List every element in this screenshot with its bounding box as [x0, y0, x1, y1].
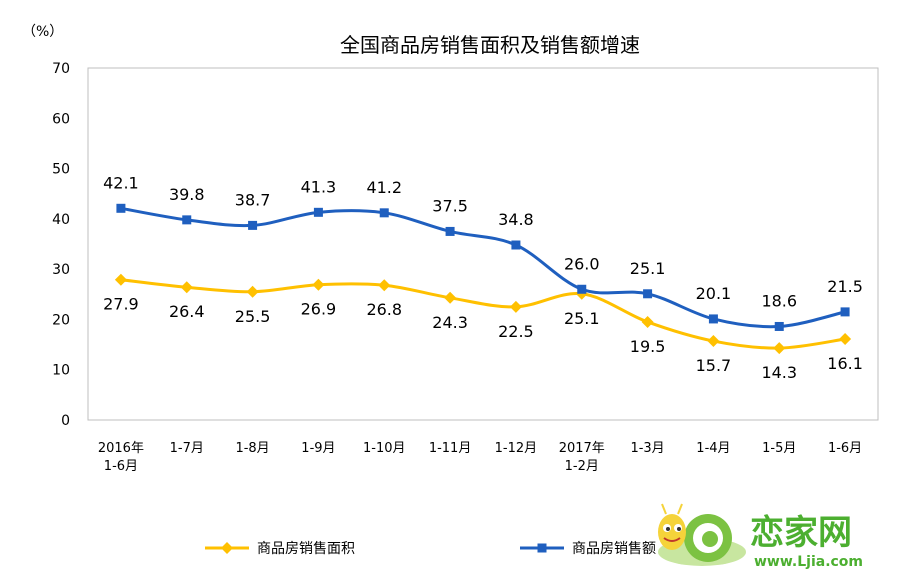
y-tick-label: 20	[52, 312, 70, 328]
data-label: 15.7	[696, 356, 732, 375]
data-point	[444, 291, 457, 304]
data-label: 19.5	[630, 337, 666, 356]
watermark-url: www.Ljia.com	[754, 554, 863, 570]
data-label: 22.5	[498, 322, 534, 341]
watermark-logo: 恋家网 www.Ljia.com	[658, 503, 863, 570]
data-label: 26.0	[564, 254, 600, 273]
x-tick-label: 1-6月	[104, 459, 138, 474]
data-point	[511, 240, 521, 250]
series-line	[120, 278, 846, 350]
data-label: 26.8	[366, 300, 402, 319]
data-point	[182, 215, 192, 225]
data-point	[577, 284, 587, 294]
data-label: 25.5	[235, 307, 271, 326]
legend-label: 商品房销售额	[572, 541, 656, 557]
x-tick-label: 2017年	[559, 441, 605, 456]
x-tick-label: 2016年	[98, 441, 144, 456]
y-axis: 0 10 20 30 40 50 60 70	[52, 61, 70, 429]
data-label: 21.5	[827, 277, 863, 296]
series-line	[120, 206, 846, 329]
data-label: 25.1	[630, 259, 666, 278]
y-tick-label: 10	[52, 363, 70, 379]
legend-marker	[221, 542, 233, 554]
data-label: 25.1	[564, 309, 600, 328]
x-tick-label: 1-6月	[828, 441, 862, 456]
data-point	[840, 307, 850, 317]
data-point	[313, 207, 323, 217]
data-label: 16.1	[827, 354, 863, 373]
x-axis: 2016年 1-6月 1-7月 1-8月 1-9月 1-10月 1-11月 1-12月 2017…	[98, 441, 862, 474]
data-point	[248, 220, 258, 230]
y-tick-label: 30	[52, 262, 70, 278]
data-point	[246, 285, 259, 298]
y-tick-label: 70	[52, 61, 70, 77]
data-label: 26.4	[169, 302, 205, 321]
x-tick-label: 1-8月	[235, 441, 269, 456]
data-label: 24.3	[432, 313, 468, 332]
data-point	[379, 208, 389, 218]
data-point	[445, 226, 455, 236]
data-point	[180, 281, 193, 294]
data-point	[641, 315, 654, 328]
data-point	[116, 203, 126, 213]
data-label: 26.9	[301, 300, 337, 319]
data-point	[312, 278, 325, 291]
data-label: 41.2	[366, 178, 402, 197]
plot-area	[87, 67, 879, 421]
x-tick-label: 1-9月	[301, 441, 335, 456]
data-label: 42.1	[103, 173, 139, 192]
x-tick-label: 1-7月	[170, 441, 204, 456]
data-label: 20.1	[696, 284, 732, 303]
series-group: 27.9 26.4 25.5 26.9 26.8 24.3 22.5 25.1 19.5 15.7…	[103, 173, 863, 382]
snail-icon	[658, 503, 746, 566]
legend-label: 商品房销售面积	[257, 541, 355, 557]
y-tick-label: 0	[61, 413, 70, 429]
x-tick-label: 1-3月	[630, 441, 664, 456]
legend: 商品房销售面积 商品房销售额	[205, 541, 656, 557]
data-label: 34.8	[498, 210, 534, 229]
x-tick-label: 1-10月	[363, 441, 406, 456]
chart-title: 全国商品房销售面积及销售额增速	[340, 33, 640, 57]
data-label: 38.7	[235, 190, 271, 209]
x-tick-label: 1-12月	[495, 441, 538, 456]
data-point	[509, 300, 522, 313]
data-point	[773, 342, 786, 355]
y-tick-label: 50	[52, 162, 70, 178]
data-point	[707, 335, 720, 348]
data-label: 41.3	[301, 177, 337, 196]
data-point	[774, 321, 784, 331]
data-label: 37.5	[432, 196, 468, 215]
legend-marker	[537, 543, 547, 553]
data-label: 18.6	[761, 291, 797, 310]
data-point	[643, 289, 653, 299]
x-tick-label: 1-2月	[565, 459, 599, 474]
x-tick-label: 1-11月	[429, 441, 472, 456]
data-point	[378, 279, 391, 292]
x-tick-label: 1-5月	[762, 441, 796, 456]
data-point	[708, 314, 718, 324]
y-tick-label: 40	[52, 212, 70, 228]
data-label: 27.9	[103, 295, 139, 314]
data-label: 14.3	[761, 363, 797, 382]
y-unit-label: （%）	[22, 24, 63, 40]
watermark-brand: 恋家网	[750, 513, 852, 553]
data-point	[839, 333, 852, 346]
x-tick-label: 1-4月	[696, 441, 730, 456]
data-point	[114, 273, 127, 286]
y-tick-label: 60	[52, 111, 70, 127]
data-label: 39.8	[169, 185, 205, 204]
